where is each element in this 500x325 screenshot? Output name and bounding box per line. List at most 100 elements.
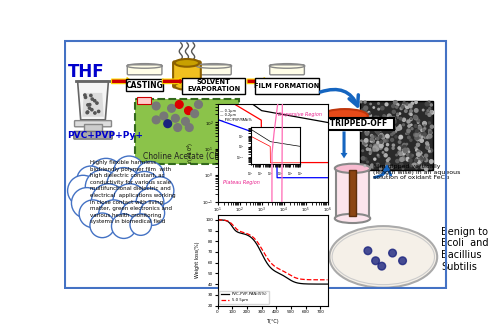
- Text: SOLVENT
EVAPORATION: SOLVENT EVAPORATION: [188, 80, 240, 93]
- Circle shape: [420, 165, 424, 168]
- Circle shape: [152, 102, 160, 110]
- FancyArrow shape: [340, 131, 347, 158]
- Circle shape: [418, 160, 422, 163]
- Circle shape: [414, 159, 418, 162]
- Circle shape: [398, 126, 402, 130]
- Circle shape: [382, 136, 384, 139]
- Ellipse shape: [322, 109, 368, 123]
- Circle shape: [418, 161, 420, 163]
- Circle shape: [406, 143, 407, 145]
- Circle shape: [380, 135, 382, 138]
- 5.0 5μm: [266, 260, 272, 264]
- Circle shape: [418, 135, 420, 137]
- Circle shape: [408, 104, 412, 108]
- Circle shape: [430, 111, 434, 114]
- 5.0 5μm: [274, 266, 280, 270]
- Circle shape: [366, 141, 368, 143]
- Circle shape: [426, 146, 429, 149]
- Circle shape: [369, 113, 370, 115]
- Circle shape: [416, 132, 420, 136]
- Circle shape: [362, 114, 366, 117]
- Circle shape: [399, 136, 402, 139]
- Circle shape: [390, 124, 392, 126]
- Circle shape: [371, 164, 373, 166]
- Circle shape: [362, 141, 366, 145]
- 5.0 5μm: [268, 260, 274, 264]
- Circle shape: [426, 142, 428, 145]
- Circle shape: [364, 113, 366, 115]
- Circle shape: [378, 156, 380, 158]
- Circle shape: [120, 202, 148, 229]
- Legend: PVC-PVP-PANi(5%), 5.0 5μm: PVC-PVP-PANi(5%), 5.0 5μm: [220, 291, 269, 304]
- Circle shape: [388, 114, 391, 118]
- Ellipse shape: [335, 214, 370, 223]
- Circle shape: [426, 166, 427, 168]
- Circle shape: [430, 111, 432, 113]
- Circle shape: [408, 131, 409, 132]
- Circle shape: [418, 165, 420, 167]
- Circle shape: [428, 135, 432, 138]
- Circle shape: [172, 114, 179, 122]
- Circle shape: [400, 117, 402, 120]
- Circle shape: [96, 102, 98, 104]
- Circle shape: [410, 139, 412, 141]
- Circle shape: [390, 133, 393, 136]
- Circle shape: [368, 111, 370, 113]
- Circle shape: [404, 150, 407, 153]
- Circle shape: [407, 132, 409, 134]
- Circle shape: [84, 96, 86, 98]
- Circle shape: [380, 144, 383, 148]
- Circle shape: [394, 121, 396, 123]
- Circle shape: [420, 157, 422, 159]
- Circle shape: [86, 170, 119, 204]
- Circle shape: [424, 125, 426, 126]
- Circle shape: [402, 151, 406, 155]
- Circle shape: [386, 117, 389, 120]
- PVC-PVP-PANi(5%): [324, 282, 330, 286]
- Circle shape: [390, 119, 393, 123]
- Circle shape: [364, 101, 366, 103]
- Circle shape: [384, 140, 386, 142]
- Circle shape: [380, 168, 382, 170]
- Circle shape: [407, 120, 410, 123]
- Circle shape: [418, 125, 420, 127]
- Circle shape: [360, 111, 363, 114]
- Circle shape: [430, 131, 432, 133]
- Circle shape: [375, 130, 378, 132]
- Circle shape: [399, 113, 400, 114]
- Circle shape: [411, 102, 414, 104]
- Circle shape: [402, 148, 406, 151]
- Circle shape: [370, 164, 373, 167]
- Circle shape: [378, 133, 379, 135]
- Circle shape: [362, 109, 365, 111]
- Circle shape: [402, 103, 406, 106]
- Circle shape: [419, 160, 422, 162]
- Circle shape: [402, 143, 406, 147]
- FancyBboxPatch shape: [294, 118, 394, 130]
- PVC-PVP-PANi(5%): [322, 282, 328, 286]
- Circle shape: [410, 113, 412, 115]
- Circle shape: [428, 150, 430, 152]
- Circle shape: [395, 136, 397, 138]
- FancyBboxPatch shape: [336, 168, 370, 218]
- Circle shape: [398, 147, 400, 149]
- Circle shape: [94, 99, 96, 102]
- Polygon shape: [78, 81, 108, 120]
- Circle shape: [378, 122, 380, 125]
- FancyBboxPatch shape: [137, 97, 151, 104]
- Circle shape: [98, 110, 100, 112]
- Circle shape: [399, 152, 402, 155]
- Circle shape: [130, 214, 152, 235]
- Circle shape: [362, 141, 366, 144]
- Circle shape: [420, 156, 423, 159]
- Circle shape: [376, 123, 380, 126]
- Circle shape: [89, 158, 123, 192]
- Circle shape: [362, 150, 364, 151]
- Circle shape: [415, 136, 418, 140]
- Circle shape: [360, 129, 362, 131]
- Circle shape: [396, 113, 398, 115]
- Circle shape: [370, 151, 371, 153]
- Circle shape: [400, 157, 402, 159]
- Circle shape: [72, 188, 102, 218]
- Circle shape: [402, 157, 405, 161]
